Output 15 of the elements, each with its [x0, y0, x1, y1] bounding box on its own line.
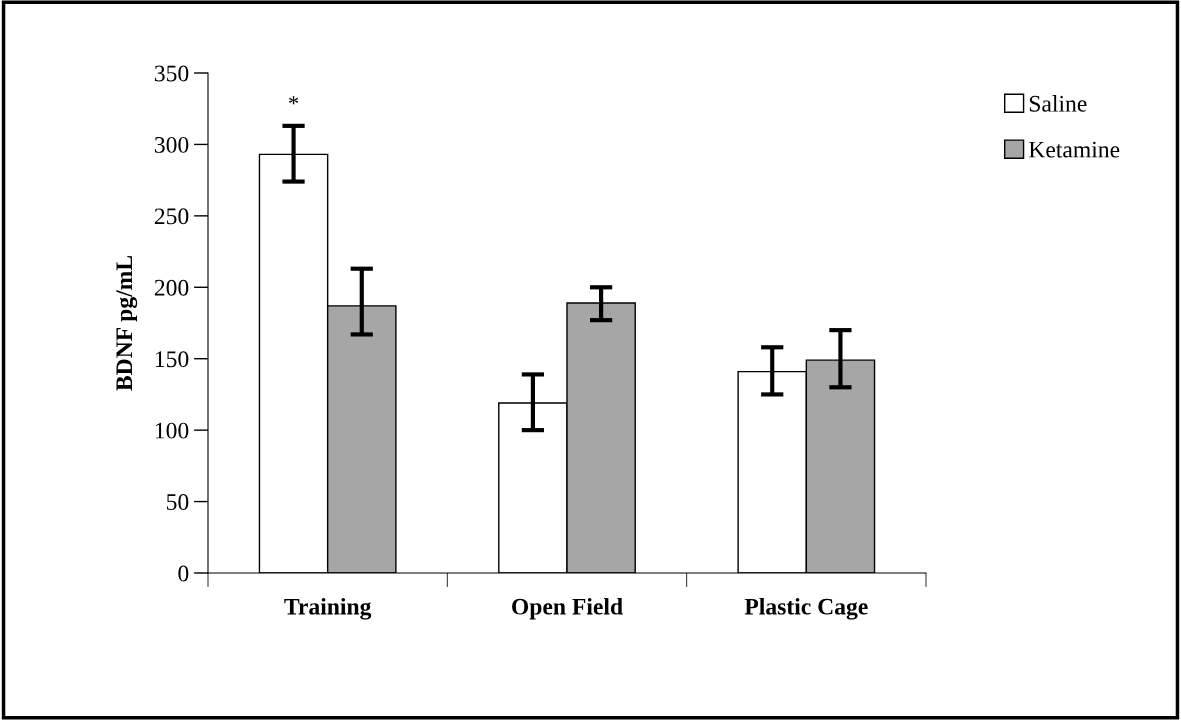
y-tick-label: 50: [167, 494, 189, 510]
y-tick-label: 200: [154, 279, 189, 296]
y-tick-label: 350: [154, 65, 189, 82]
y-tick-label: 0: [178, 565, 189, 582]
y-tick-label: 300: [154, 136, 189, 153]
legend-label: Ketamine: [1028, 141, 1120, 158]
annotation: *: [289, 96, 299, 105]
y-tick-label: 250: [154, 208, 189, 225]
x-tick-label: Plastic Cage: [744, 598, 868, 620]
x-tick-label: Open Field: [512, 598, 623, 620]
x-tick-label: Training: [284, 598, 372, 620]
y-tick-label: 100: [155, 422, 189, 439]
legend-label: Saline: [1029, 95, 1087, 112]
y-tick-label: 150: [155, 351, 189, 368]
y-axis-title: BDNF pg/mL: [116, 255, 138, 391]
